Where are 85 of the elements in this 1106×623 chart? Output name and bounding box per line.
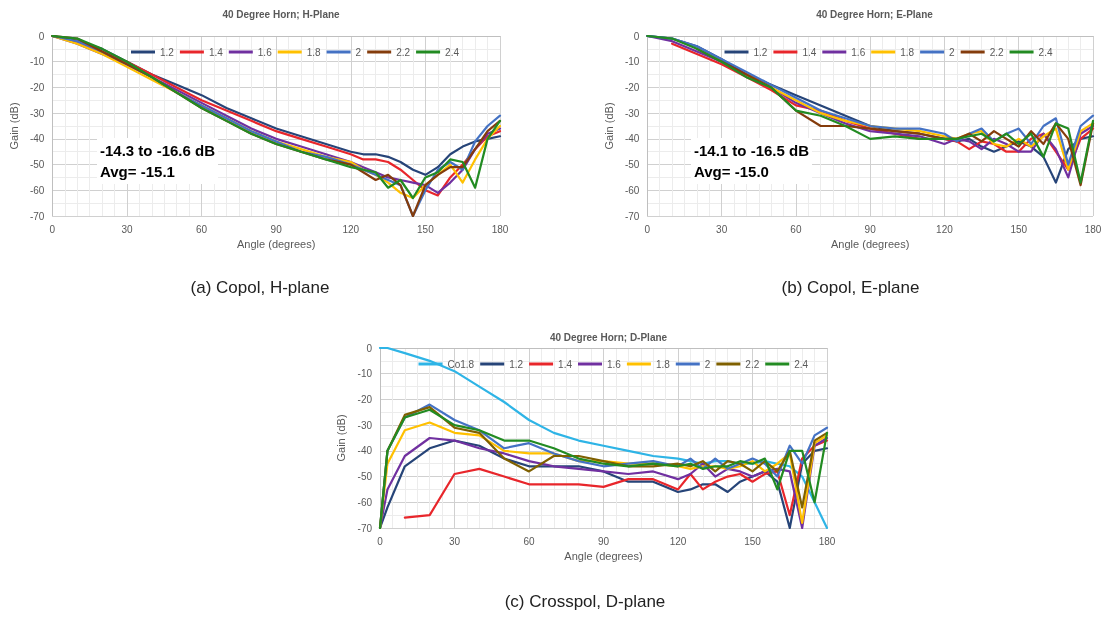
y-tick-label: -50: [29, 159, 45, 171]
y-axis-title: Gain (dB): [602, 102, 615, 150]
x-tick-label: 150: [744, 535, 762, 547]
chart-title: 40 Degree Horn; H-Plane: [222, 8, 341, 20]
legend-label: 1.4: [802, 46, 817, 58]
y-tick-label: -20: [29, 81, 45, 93]
y-tick-label: 0: [38, 30, 45, 42]
y-tick-label: -30: [357, 419, 373, 431]
legend-label: 2.2: [745, 358, 760, 370]
legend-label: 1.4: [558, 358, 573, 370]
x-tick-label: 90: [270, 223, 283, 235]
y-tick-label: -40: [357, 445, 373, 457]
x-tick-label: 30: [448, 535, 461, 547]
legend-label: 1.8: [306, 46, 322, 58]
legend-label: 1.8: [655, 358, 671, 370]
legend-label: 1.2: [509, 358, 524, 370]
legend-label: 2.4: [794, 358, 809, 370]
annotation: -14.3 to -16.6 dB: [100, 142, 216, 159]
x-tick-label: 0: [49, 223, 56, 235]
y-tick-label: -50: [624, 159, 640, 171]
x-axis-title: Angle (degrees): [564, 550, 643, 563]
annotation: Avg= -15.1: [100, 163, 175, 180]
y-tick-label: -20: [357, 393, 373, 405]
text: (c) Crosspol, D-plane: [504, 592, 666, 611]
y-tick-label: -70: [29, 210, 45, 222]
x-tick-label: 120: [342, 223, 360, 235]
x-axis-title: Angle (degrees): [831, 238, 910, 251]
legend-label: 2.4: [445, 46, 460, 58]
x-tick-label: 60: [790, 223, 802, 235]
x-tick-label: 180: [818, 535, 836, 547]
legend-label: 1.6: [606, 358, 622, 370]
legend-label: 1.4: [208, 46, 224, 58]
legend-label: 2: [355, 46, 362, 58]
y-tick-label: -70: [624, 210, 640, 222]
x-tick-label: 90: [864, 223, 877, 235]
x-tick-label: 30: [121, 223, 133, 235]
y-tick-label: -30: [624, 107, 640, 119]
legend-label: 2: [949, 46, 956, 58]
y-tick-label: -40: [624, 133, 640, 145]
chart-title: 40 Degree Horn; D-Plane: [549, 331, 668, 343]
y-tick-label: -30: [29, 107, 45, 119]
x-tick-label: 150: [1010, 223, 1028, 235]
y-tick-label: -60: [624, 184, 640, 196]
y-tick-label: 0: [366, 342, 373, 354]
y-tick-label: -10: [357, 368, 373, 380]
x-tick-label: 60: [523, 535, 535, 547]
x-tick-label: 30: [716, 223, 728, 235]
x-tick-label: 150: [417, 223, 435, 235]
y-tick-label: -60: [29, 184, 45, 196]
y-tick-label: -10: [624, 56, 640, 68]
y-tick-label: -70: [357, 522, 373, 534]
x-axis-title: Angle (degrees): [237, 238, 316, 251]
y-tick-label: -20: [624, 81, 640, 93]
x-tick-label: 0: [644, 223, 651, 235]
annotation: Avg= -15.0: [694, 163, 769, 180]
line-series: [378, 346, 829, 530]
y-axis-title: Gain (dB): [335, 414, 348, 462]
legend-label: 2.4: [1038, 46, 1053, 58]
legend-label: Co1.8: [447, 358, 475, 370]
annotation: -14.1 to -16.5 dB: [694, 142, 810, 159]
x-tick-label: 60: [196, 223, 208, 235]
legend-label: 1.2: [160, 46, 175, 58]
legend-label: 1.6: [257, 46, 273, 58]
x-tick-label: 0: [377, 535, 384, 547]
legend-label: 1.2: [753, 46, 768, 58]
legend-label: 2.2: [989, 46, 1005, 58]
y-tick-label: -10: [29, 56, 45, 68]
x-tick-label: 180: [1084, 223, 1102, 235]
y-tick-label: -60: [357, 496, 373, 508]
line-series: [403, 439, 829, 519]
y-tick-label: -50: [357, 471, 373, 483]
x-tick-label: 180: [491, 223, 509, 235]
y-tick-label: 0: [633, 30, 640, 42]
legend-label: 1.8: [900, 46, 915, 58]
legend-label: 1.6: [851, 46, 866, 58]
chart-title: 40 Degree Horn; E-Plane: [816, 8, 934, 20]
text: (a) Copol, H-plane: [190, 278, 330, 297]
x-tick-label: 90: [597, 535, 610, 547]
text: (b) Copol, E-plane: [781, 278, 920, 297]
x-tick-label: 120: [936, 223, 954, 235]
y-axis-title: Gain (dB): [7, 102, 20, 150]
y-tick-label: -40: [29, 133, 45, 145]
legend-label: 2: [704, 358, 711, 370]
legend-label: 2.2: [396, 46, 411, 58]
x-tick-label: 120: [669, 535, 687, 547]
